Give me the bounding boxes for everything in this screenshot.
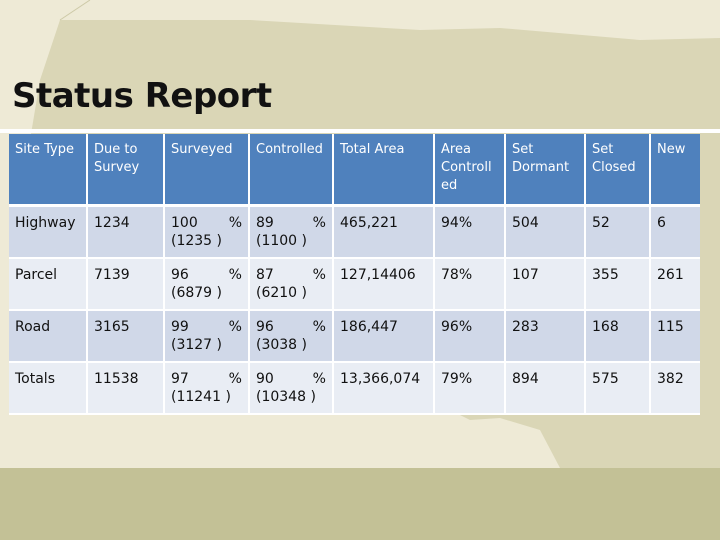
cell-total-area: 186,447: [333, 310, 435, 363]
cell-set-closed: 168: [585, 310, 651, 363]
controlled-count: (3038 ): [256, 337, 308, 353]
surveyed-percent: 97 %: [171, 371, 242, 387]
cell-set-dormant: 504: [505, 205, 586, 259]
cell-set-dormant: 894: [505, 362, 586, 415]
cell-total-area: 13,366,074: [333, 362, 435, 415]
cell-due-to-survey: 3165: [87, 310, 165, 363]
cell-set-dormant: 283: [505, 310, 586, 363]
cell-surveyed: 97 % (11241 ): [164, 362, 250, 415]
cell-site-type: Parcel: [9, 258, 88, 311]
controlled-percent: 87 %: [256, 267, 326, 283]
cell-area-controlled: 96%: [434, 310, 506, 363]
surveyed-count: (11241 ): [171, 389, 231, 405]
cell-surveyed: 100 % (1235 ): [164, 205, 250, 259]
status-report-table: Site Type Due to Survey Surveyed Control…: [9, 134, 700, 415]
cell-set-closed: 575: [585, 362, 651, 415]
cell-set-closed: 355: [585, 258, 651, 311]
header-surveyed: Surveyed: [164, 134, 250, 207]
cell-due-to-survey: 7139: [87, 258, 165, 311]
header-total-area: Total Area: [333, 134, 435, 207]
table-row: Highway 1234 100 % (1235 ) 89 % (1100 ) 46…: [9, 205, 700, 259]
cell-controlled: 87 % (6210 ): [249, 258, 334, 311]
cell-site-type: Road: [9, 310, 88, 363]
cell-new: 261: [650, 258, 700, 311]
header-row: Site Type Due to Survey Surveyed Control…: [9, 134, 700, 207]
header-site-type: Site Type: [9, 134, 88, 207]
cell-set-closed: 52: [585, 205, 651, 259]
header-due-to-survey: Due to Survey: [87, 134, 165, 207]
cell-controlled: 96 % (3038 ): [249, 310, 334, 363]
cell-site-type: Highway: [9, 205, 88, 259]
table-row: Totals 11538 97 % (11241 ) 90 % (10348 ) 1…: [9, 362, 700, 415]
cell-new: 382: [650, 362, 700, 415]
controlled-percent: 90 %: [256, 371, 326, 387]
controlled-count: (10348 ): [256, 389, 316, 405]
controlled-percent: 96 %: [256, 319, 326, 335]
header-set-closed: Set Closed: [585, 134, 651, 207]
header-new: New: [650, 134, 700, 207]
surveyed-count: (6879 ): [171, 285, 223, 301]
cell-due-to-survey: 11538: [87, 362, 165, 415]
cell-surveyed: 96 % (6879 ): [164, 258, 250, 311]
header-set-dormant: Set Dormant: [505, 134, 586, 207]
table-row: Parcel 7139 96 % (6879 ) 87 % (6210 ) 127,…: [9, 258, 700, 311]
cell-new: 6: [650, 205, 700, 259]
surveyed-count: (3127 ): [171, 337, 223, 353]
controlled-count: (6210 ): [256, 285, 308, 301]
header-controlled: Controlled: [249, 134, 334, 207]
controlled-percent: 89 %: [256, 215, 326, 231]
controlled-count: (1100 ): [256, 233, 308, 249]
surveyed-percent: 96 %: [171, 267, 242, 283]
cell-new: 115: [650, 310, 700, 363]
table-row: Road 3165 99 % (3127 ) 96 % (3038 ) 186,44…: [9, 310, 700, 363]
cell-total-area: 127,14406: [333, 258, 435, 311]
cell-set-dormant: 107: [505, 258, 586, 311]
cell-total-area: 465,221: [333, 205, 435, 259]
page-title: Status Report: [12, 76, 272, 116]
title-divider: [0, 129, 720, 133]
cell-area-controlled: 94%: [434, 205, 506, 259]
cell-site-type: Totals: [9, 362, 88, 415]
cell-area-controlled: 79%: [434, 362, 506, 415]
cell-surveyed: 99 % (3127 ): [164, 310, 250, 363]
surveyed-percent: 100 %: [171, 215, 242, 231]
cell-controlled: 90 % (10348 ): [249, 362, 334, 415]
header-area-controlled: Area Controll ed: [434, 134, 506, 207]
cell-due-to-survey: 1234: [87, 205, 165, 259]
cell-controlled: 89 % (1100 ): [249, 205, 334, 259]
cell-area-controlled: 78%: [434, 258, 506, 311]
surveyed-percent: 99 %: [171, 319, 242, 335]
surveyed-count: (1235 ): [171, 233, 223, 249]
